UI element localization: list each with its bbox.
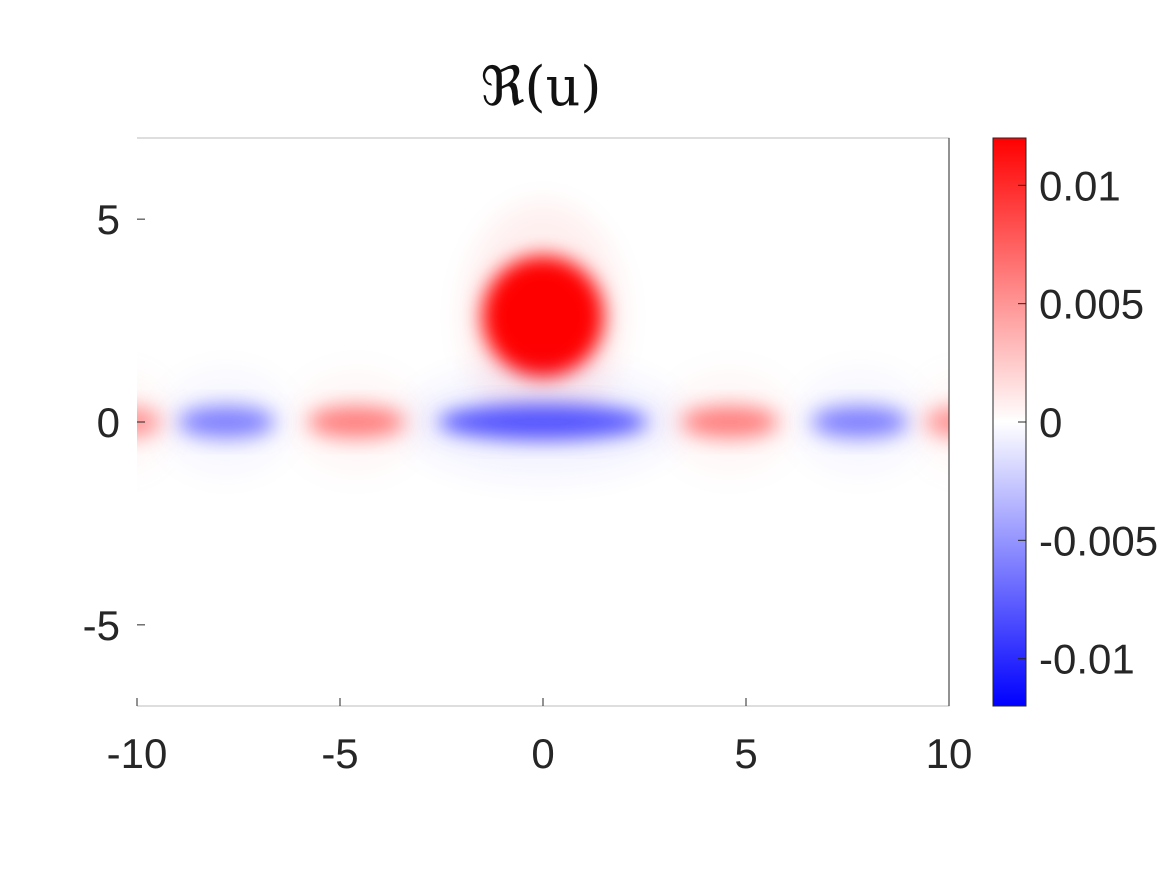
x-tick-label-2: 0 [531,730,554,777]
colorbar-tick-label-0: 0.01 [1039,162,1121,209]
heatmap-features [137,200,949,481]
colorbar-tick-label-4: -0.01 [1039,636,1135,683]
heatmap-feature-0 [482,255,604,378]
heatmap-feature-1 [437,403,649,441]
x-tick-label-3: 5 [734,730,757,777]
x-tick-label-4: 10 [926,730,973,777]
heatmap-feature-7 [924,406,949,438]
colorbar-ticks: 0.01 0.005 0 -0.005 -0.01 [1018,162,1158,683]
y-tick-label-0: -5 [83,602,120,649]
heatmap-feature-6 [137,406,162,438]
heatmap-feature-5 [810,405,909,439]
y-axis-ticks: -5 0 5 [83,196,145,649]
colorbar-tick-label-1: 0.005 [1039,281,1144,328]
x-axis-ticks: -10 -5 0 5 10 [107,698,973,777]
x-tick-label-0: -10 [107,730,168,777]
y-tick-label-2: 5 [97,196,120,243]
colorbar-tick-label-2: 0 [1039,399,1062,446]
heatmap-feature-4 [177,405,276,439]
x-tick-label-1: -5 [321,730,358,777]
y-tick-label-1: 0 [97,399,120,446]
heatmap-feature-3 [681,405,779,439]
colorbar-tick-label-3: -0.005 [1039,517,1158,564]
chart-title: ℜ(u) [481,55,602,118]
heatmap-feature-2 [307,405,405,439]
